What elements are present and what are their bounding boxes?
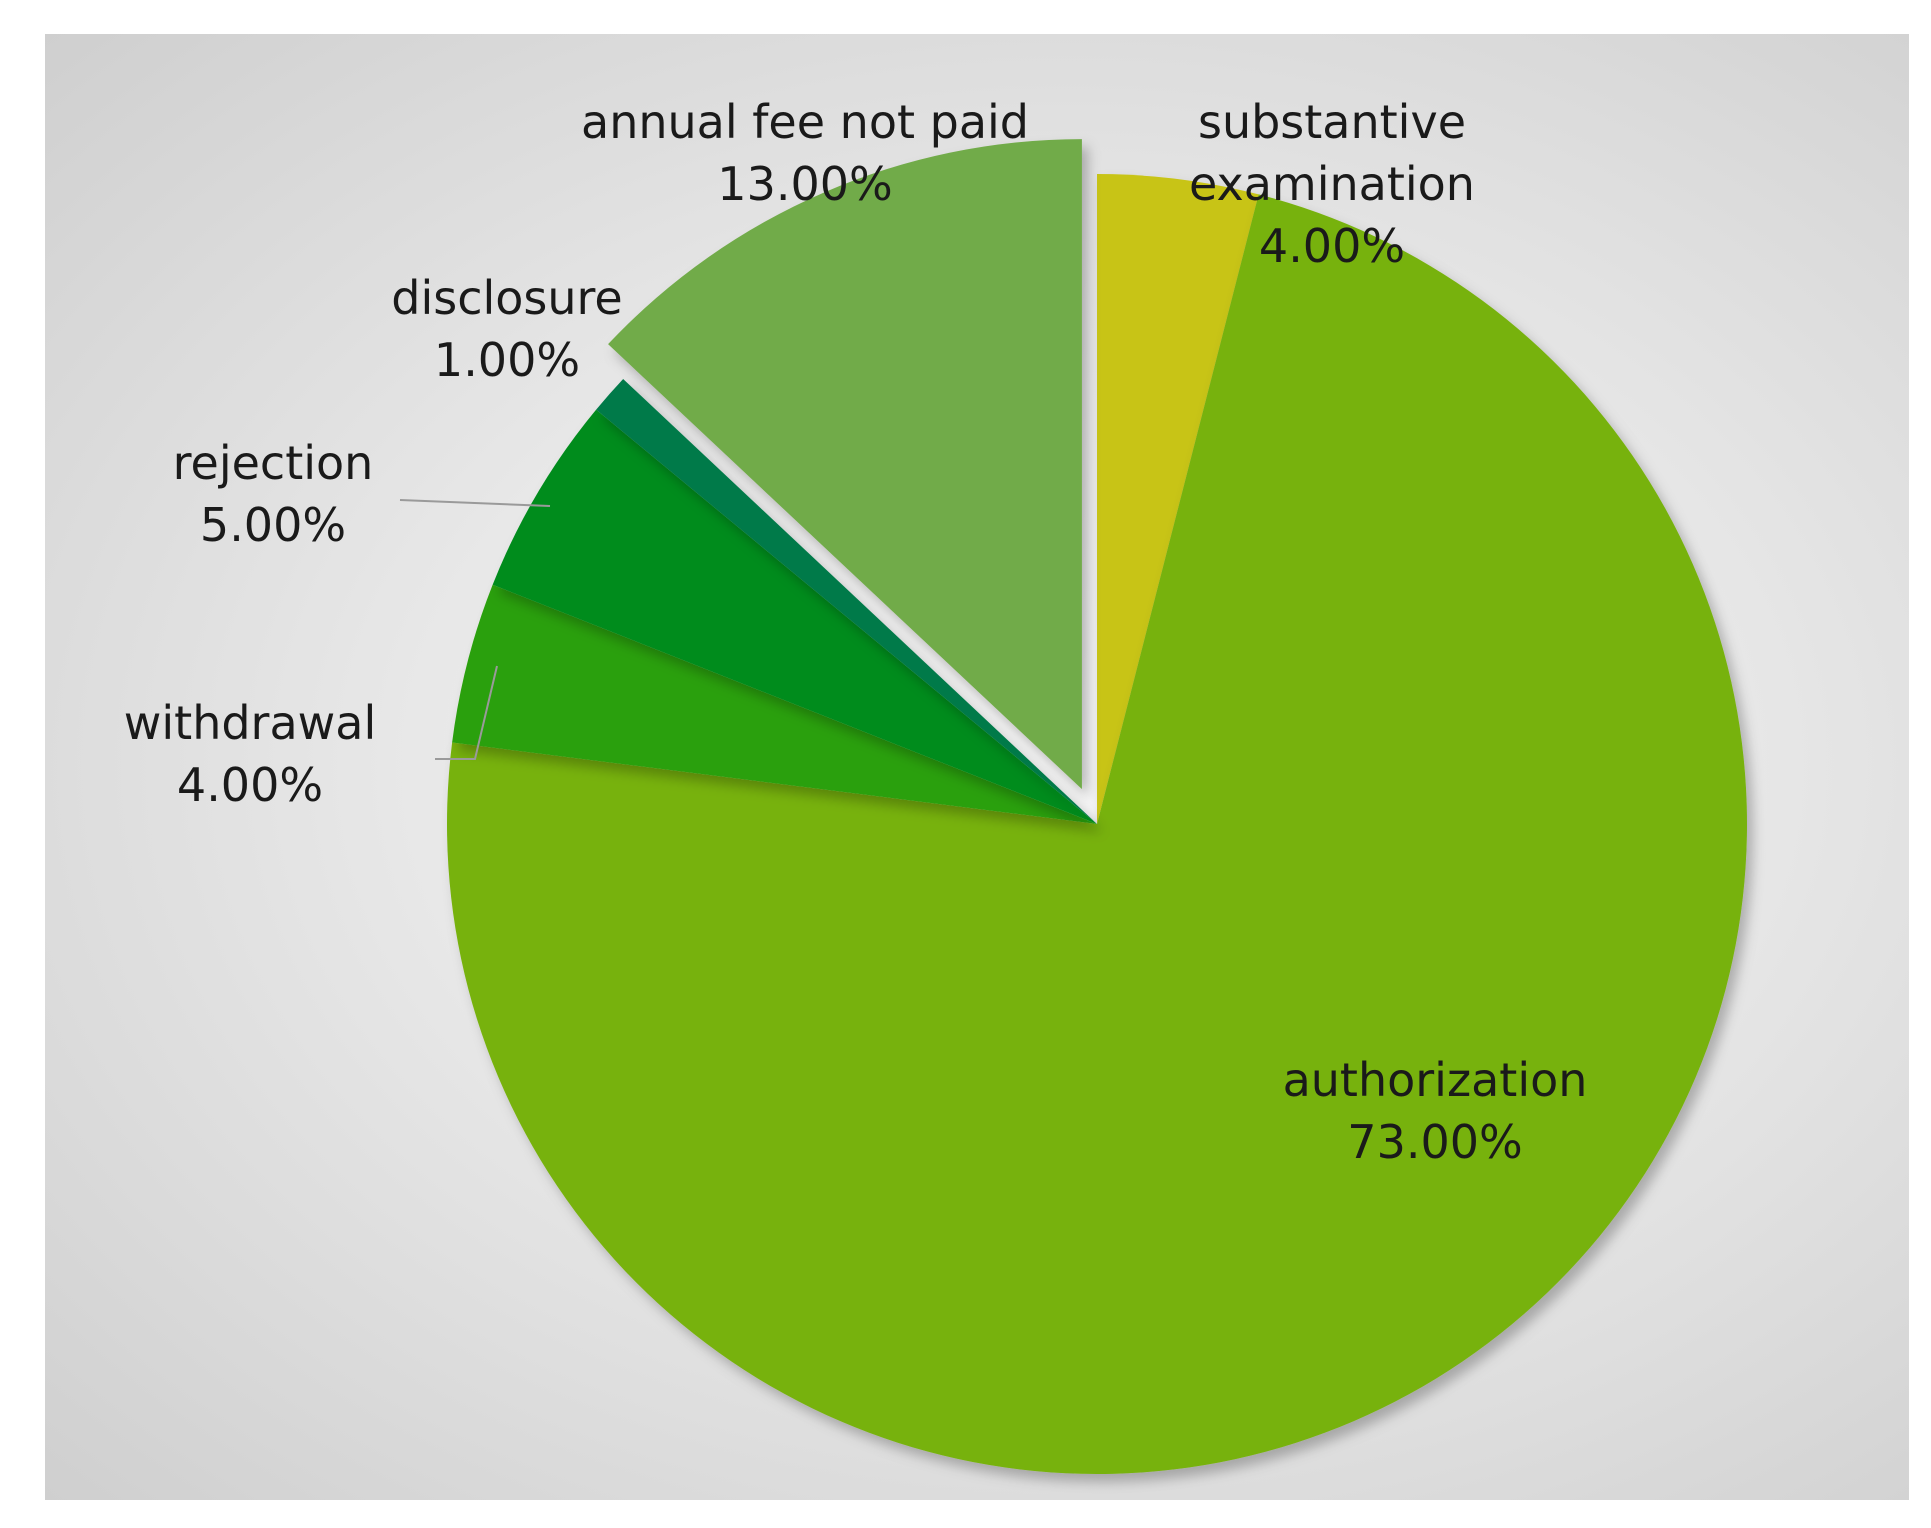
data-label-name: examination bbox=[1189, 157, 1475, 211]
data-label-withdrawal: withdrawal 4.00% bbox=[124, 696, 376, 812]
pie-slice-annual-fee-not-paid bbox=[608, 139, 1082, 790]
data-label-annual-fee-not-paid: annual fee not paid 13.00% bbox=[581, 95, 1029, 211]
data-label-percent: 5.00% bbox=[200, 498, 346, 552]
data-label-name: disclosure bbox=[391, 271, 622, 325]
leader-line-rejection bbox=[399, 499, 551, 507]
chart-panel: substantive examination 4.00% authorization… bbox=[45, 34, 1909, 1500]
data-label-name: authorization bbox=[1283, 1053, 1588, 1107]
labels-layer: substantive examination 4.00% authorization… bbox=[124, 95, 1588, 1169]
data-label-name: annual fee not paid bbox=[581, 95, 1029, 149]
data-label-percent: 4.00% bbox=[1259, 219, 1405, 273]
pie-slice-rejection bbox=[492, 409, 1098, 824]
data-label-rejection: rejection 5.00% bbox=[173, 436, 374, 552]
data-label-percent: 4.00% bbox=[177, 758, 323, 812]
pie-slice-withdrawal bbox=[452, 584, 1097, 824]
data-label-disclosure: disclosure 1.00% bbox=[391, 271, 622, 387]
data-label-name: rejection bbox=[173, 436, 374, 490]
data-label-percent: 1.00% bbox=[434, 333, 580, 387]
data-label-authorization: authorization 73.00% bbox=[1283, 1053, 1588, 1169]
data-label-percent: 13.00% bbox=[717, 157, 892, 211]
pie-slice-substantive-examination bbox=[1097, 174, 1259, 824]
data-label-substantive-examination: substantive examination 4.00% bbox=[1189, 95, 1475, 273]
slices-layer bbox=[447, 139, 1748, 1475]
data-label-percent: 73.00% bbox=[1347, 1115, 1522, 1169]
pie-slice-authorization bbox=[447, 194, 1748, 1475]
pie-chart: substantive examination 4.00% authorization… bbox=[124, 95, 1748, 1475]
pie-slice-disclosure bbox=[596, 379, 1097, 824]
leader-lines-layer bbox=[399, 499, 551, 760]
leader-line-withdrawal bbox=[435, 665, 498, 760]
data-label-name: substantive bbox=[1198, 95, 1466, 149]
data-label-name: withdrawal bbox=[124, 696, 376, 750]
